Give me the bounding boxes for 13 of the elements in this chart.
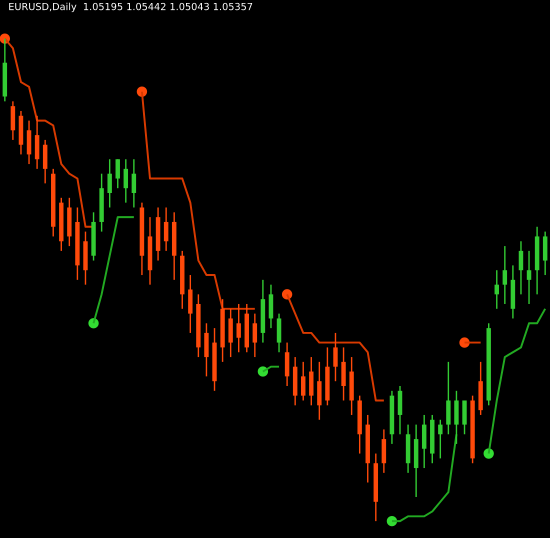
candlestick	[252, 312, 258, 358]
candlestick	[164, 206, 168, 252]
candlestick	[526, 250, 532, 305]
chart-title: EURUSD,Daily 1.05195 1.05442 1.05043 1.05357	[9, 2, 252, 12]
candlestick	[132, 158, 136, 208]
candlestick	[116, 158, 120, 189]
candlestick	[236, 303, 241, 353]
candlestick	[438, 419, 443, 460]
candlestick	[124, 158, 128, 204]
candlestick	[107, 158, 112, 208]
candlestick	[494, 270, 499, 310]
candlestick	[502, 245, 508, 305]
candlestick	[301, 361, 306, 402]
